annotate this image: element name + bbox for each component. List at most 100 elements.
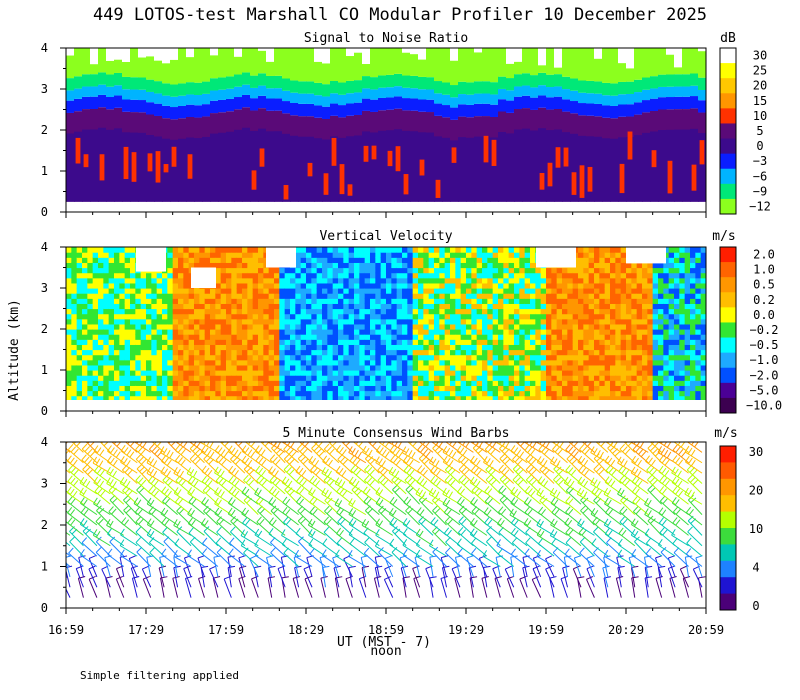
velocity-cell xyxy=(583,380,590,386)
velocity-cell xyxy=(354,252,360,258)
wind-barb-staff xyxy=(161,553,178,567)
velocity-cell xyxy=(546,293,552,299)
velocity-cell xyxy=(194,323,200,330)
velocity-cell xyxy=(402,267,408,274)
velocity-cell xyxy=(700,385,706,392)
velocity-cell xyxy=(226,323,232,330)
velocity-cell xyxy=(498,390,504,397)
velocity-cell xyxy=(274,308,280,315)
velocity-cell xyxy=(663,252,670,258)
snr-cell xyxy=(290,102,299,116)
velocity-cell xyxy=(423,293,430,299)
velocity-cell xyxy=(700,364,706,371)
velocity-cell xyxy=(274,329,280,335)
velocity-cell xyxy=(524,370,531,376)
velocity-cell xyxy=(615,390,622,397)
velocity-cell xyxy=(647,395,654,400)
velocity-cell xyxy=(418,344,424,351)
velocity-cell xyxy=(530,313,536,320)
velocity-cell xyxy=(66,267,72,274)
snr-cell xyxy=(410,48,419,55)
snr-cell xyxy=(506,48,515,64)
velocity-cell xyxy=(396,380,403,386)
velocity-cell xyxy=(514,395,520,400)
velocity-cell xyxy=(236,349,243,356)
wind-barb-flag xyxy=(70,498,76,505)
velocity-cell xyxy=(300,262,307,269)
velocity-cell xyxy=(82,375,88,381)
wind-barb-flag xyxy=(187,476,193,483)
velocity-cell xyxy=(594,385,600,392)
velocity-cell xyxy=(439,288,446,294)
velocity-cell xyxy=(444,385,451,392)
snr-cell xyxy=(146,91,155,103)
wind-barb-staff xyxy=(172,578,179,598)
velocity-cell xyxy=(263,298,270,304)
velocity-cell xyxy=(188,354,195,361)
velocity-cell xyxy=(183,267,190,274)
velocity-cell xyxy=(332,349,339,356)
velocity-cell xyxy=(412,323,419,330)
velocity-cell xyxy=(178,298,184,304)
snr-cell xyxy=(338,105,347,118)
wind-barb-flag xyxy=(142,565,149,570)
velocity-cell xyxy=(439,329,446,335)
velocity-cell xyxy=(642,349,648,356)
velocity-cell xyxy=(684,293,691,299)
snr-cell xyxy=(162,48,171,84)
velocity-cell xyxy=(471,288,478,294)
wind-barb-flag xyxy=(114,429,118,435)
velocity-cell xyxy=(610,364,616,371)
velocity-cell xyxy=(87,339,94,345)
snr-cell xyxy=(210,133,219,202)
wind-barb-flag xyxy=(120,549,125,556)
velocity-cell xyxy=(631,349,638,356)
velocity-cell xyxy=(508,390,515,397)
velocity-cell xyxy=(274,288,280,294)
velocity-cell xyxy=(434,354,440,361)
snr-cell xyxy=(458,81,467,95)
velocity-cell xyxy=(572,329,579,335)
velocity-cell xyxy=(418,267,424,274)
velocity-cell xyxy=(66,298,72,304)
velocity-cell xyxy=(562,364,568,371)
snr-cell xyxy=(682,129,691,202)
wind-barb-flag xyxy=(200,518,206,525)
wind-barb-staff xyxy=(173,555,192,567)
velocity-cell xyxy=(396,370,403,376)
velocity-cell xyxy=(572,354,579,361)
velocity-cell xyxy=(492,364,499,371)
snr-cell xyxy=(434,136,443,202)
velocity-cell xyxy=(524,303,531,310)
velocity-cell xyxy=(338,288,344,294)
velocity-cell xyxy=(674,349,680,356)
velocity-cell xyxy=(684,354,691,361)
velocity-cell xyxy=(423,395,430,400)
velocity-cell xyxy=(503,334,510,340)
snr-cell xyxy=(74,76,83,89)
velocity-cell xyxy=(679,277,686,284)
velocity-cell xyxy=(359,359,366,366)
velocity-cell xyxy=(460,349,467,356)
velocity-cell xyxy=(695,267,702,274)
velocity-cell xyxy=(423,339,430,345)
velocity-cell xyxy=(316,252,323,258)
velocity-cell xyxy=(594,359,600,366)
velocity-cell xyxy=(226,247,232,253)
snr-cell xyxy=(106,48,115,61)
velocity-cell xyxy=(423,313,430,320)
velocity-cell xyxy=(562,293,568,299)
velocity-cell xyxy=(604,390,611,397)
velocity-cell xyxy=(530,339,536,345)
velocity-cell xyxy=(284,298,291,304)
velocity-cell xyxy=(594,252,600,258)
velocity-cell xyxy=(594,262,600,269)
velocity-cell xyxy=(199,252,206,258)
velocity-cell xyxy=(263,282,270,289)
velocity-cell xyxy=(199,395,206,400)
velocity-cell xyxy=(279,267,286,274)
velocity-cell xyxy=(455,303,462,310)
velocity-cell xyxy=(631,375,638,381)
